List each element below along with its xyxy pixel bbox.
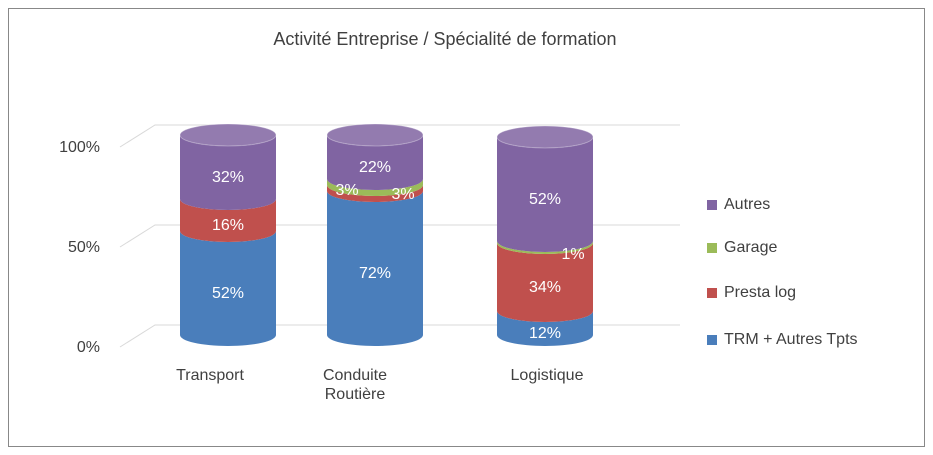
- legend-label: Presta log: [724, 284, 796, 301]
- data-label: 3%: [391, 186, 414, 203]
- chart-title: Activité Entreprise / Spécialité de form…: [273, 29, 616, 49]
- cylinder-top-shade: [327, 124, 423, 146]
- y-tick-label: 0%: [77, 339, 100, 356]
- x-tick-label: Logistique: [510, 367, 584, 384]
- cylinder-segment: [180, 231, 276, 346]
- grid-line: [119, 124, 680, 148]
- cylinder-top-shade: [180, 124, 276, 146]
- cylinder-segment: [497, 241, 593, 254]
- y-tick-label: 100%: [59, 139, 100, 156]
- cylinder-segment: [180, 135, 276, 210]
- cylinder-top: [179, 123, 277, 147]
- legend-label: Garage: [724, 239, 777, 256]
- cylinder-segment: [180, 199, 276, 242]
- legend-label: Autres: [724, 196, 770, 213]
- legend-label: TRM + Autres Tpts: [724, 331, 858, 348]
- data-label: 16%: [212, 217, 244, 234]
- cylinder-segment: [497, 311, 593, 346]
- chart-frame: [8, 8, 925, 447]
- cylinder-segment: [327, 179, 423, 196]
- x-tick-label: Conduite Routière: [322, 367, 388, 403]
- cylinder-segment: [497, 243, 593, 322]
- legend-swatch: [707, 243, 717, 253]
- data-label: 52%: [529, 191, 561, 208]
- x-tick-label: Transport: [176, 367, 244, 384]
- cylinder-segment: [497, 137, 593, 252]
- cylinder-segment: [327, 191, 423, 346]
- legend-swatch: [707, 200, 717, 210]
- data-label: 34%: [529, 279, 561, 296]
- legend-swatch: [707, 288, 717, 298]
- data-label: 52%: [212, 285, 244, 302]
- data-label: 72%: [359, 265, 391, 282]
- data-label: 1%: [561, 246, 584, 263]
- cylinder-segment: [327, 135, 423, 190]
- cylinder-segment: [327, 185, 423, 202]
- data-label: 3%: [335, 182, 358, 199]
- data-label: 12%: [529, 325, 561, 342]
- legend-swatch: [707, 335, 717, 345]
- data-label: 32%: [212, 169, 244, 186]
- cylinder-top: [326, 123, 424, 147]
- cylinder-top-shade: [497, 126, 593, 148]
- data-label: 22%: [359, 159, 391, 176]
- y-tick-label: 50%: [68, 239, 100, 256]
- cylinder-top: [496, 125, 594, 149]
